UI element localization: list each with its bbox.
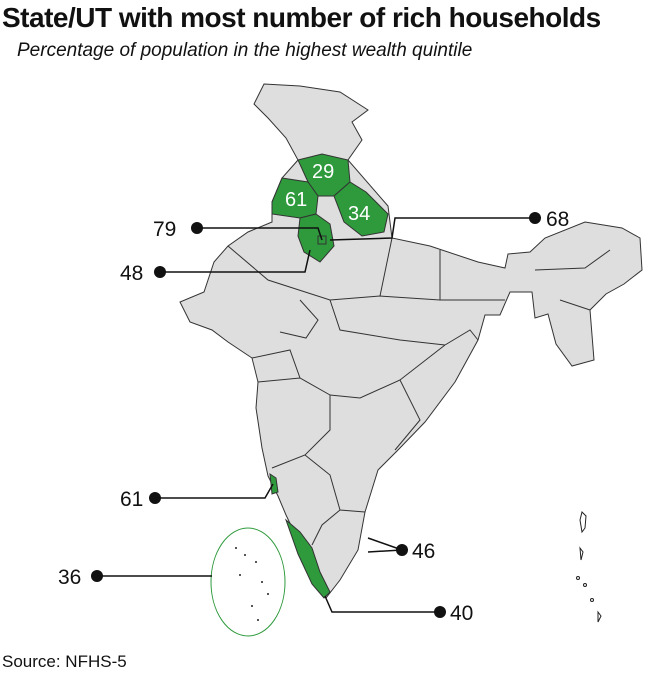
callout-puducherry: 46	[367, 537, 435, 563]
value-label-haryana: 48	[120, 262, 143, 285]
value-label-punjab: 61	[285, 189, 307, 211]
callout-haryana: 48	[120, 249, 311, 285]
andaman-nicobar-islands	[576, 511, 602, 623]
state-borders	[227, 237, 611, 546]
callout-lakshadweep: 36	[58, 566, 212, 589]
lakshadweep-inset-circle	[210, 527, 286, 637]
callout-delhi: 79	[153, 218, 323, 241]
value-label-puducherry: 46	[412, 540, 435, 563]
region-uttarakhand	[333, 181, 389, 237]
value-label-himachal-pradesh: 29	[312, 161, 334, 183]
callout-chandigarh: 68	[329, 208, 569, 241]
callout-kerala: 40	[324, 595, 473, 625]
region-haryana	[297, 213, 335, 263]
source-note: Source: NFHS-5	[2, 652, 127, 671]
value-label-goa: 61	[120, 488, 143, 511]
map-title: State/UT with most number of rich househ…	[2, 2, 601, 33]
callout-goa: 61	[120, 483, 274, 511]
value-label-chandigarh: 68	[546, 208, 569, 231]
value-label-delhi: 79	[153, 218, 176, 241]
region-kerala	[284, 518, 331, 599]
lakshadweep-islands	[235, 547, 269, 621]
value-label-uttarakhand: 34	[348, 203, 370, 225]
value-label-lakshadweep: 36	[58, 566, 81, 589]
map-subtitle: Percentage of population in the highest …	[17, 40, 473, 61]
value-label-kerala: 40	[450, 602, 473, 625]
